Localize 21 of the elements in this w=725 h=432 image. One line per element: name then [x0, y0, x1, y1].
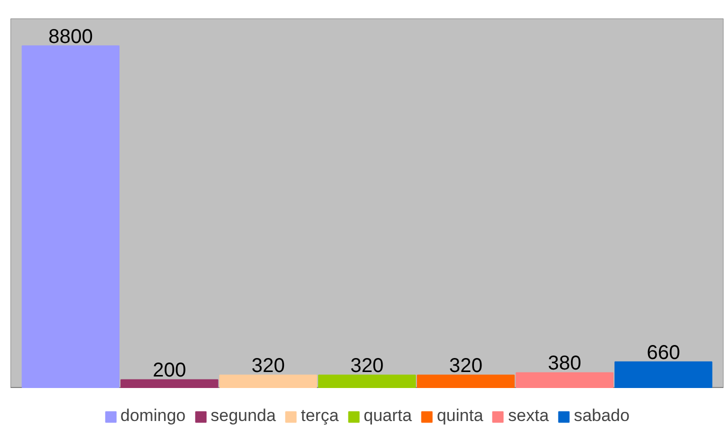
legend-label: quarta — [364, 406, 412, 426]
bar — [318, 374, 416, 388]
bar — [22, 45, 120, 388]
bar — [516, 372, 614, 388]
data-label: 320 — [252, 355, 285, 378]
data-label: 380 — [548, 352, 582, 375]
legend-label: sabado — [574, 406, 630, 426]
legend-label: domingo — [120, 406, 186, 426]
legend-label: quinta — [436, 406, 484, 426]
legend-label: terça — [300, 406, 339, 426]
bar — [120, 379, 218, 388]
legend-label: sexta — [508, 406, 549, 426]
legend-label: segunda — [210, 406, 276, 426]
bar — [219, 374, 318, 388]
bar — [416, 374, 515, 388]
data-label: 8800 — [48, 26, 93, 48]
data-label: 320 — [449, 355, 482, 378]
data-label: 660 — [646, 342, 680, 364]
bar — [614, 361, 712, 388]
data-label: 200 — [152, 360, 186, 382]
data-label: 320 — [350, 355, 384, 378]
